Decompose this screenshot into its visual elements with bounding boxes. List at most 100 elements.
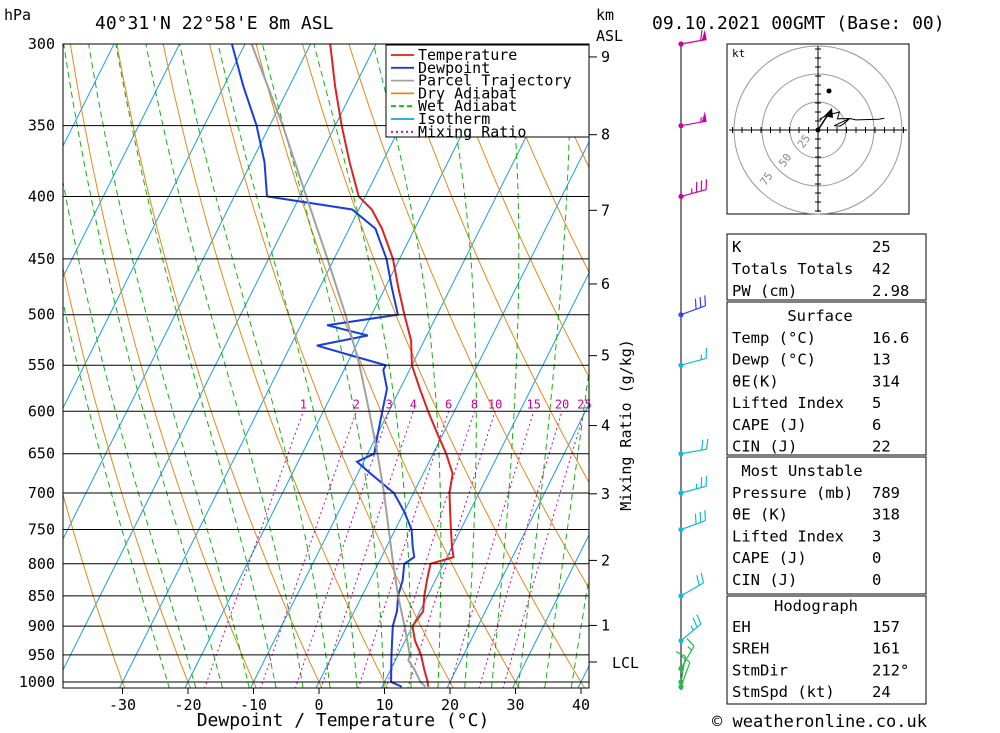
hodograph-params-box bbox=[726, 595, 927, 705]
pressure-tick-label: 700 bbox=[28, 484, 55, 502]
isotherm-line bbox=[380, 271, 589, 688]
wind-level-dot bbox=[678, 593, 684, 599]
legend-box bbox=[385, 44, 590, 138]
table-row-label: Pressure (mb) bbox=[732, 484, 853, 502]
table-row-value: 318 bbox=[872, 506, 900, 524]
pw-value: 2.98 bbox=[872, 282, 909, 300]
most-unstable-title: Most Unstable bbox=[741, 462, 862, 480]
most-unstable-box bbox=[726, 456, 927, 595]
isotherm-line bbox=[63, 44, 115, 148]
wind-barb bbox=[680, 448, 707, 455]
wind-barb bbox=[680, 582, 704, 597]
x-tick-label: 10 bbox=[375, 696, 393, 714]
mixing-ratio-label: 1 bbox=[300, 397, 307, 411]
mixing-ratio-label: 15 bbox=[527, 397, 541, 411]
index-tables: K 25 Totals Totals 42 PW (cm) 2.98 Surfa… bbox=[726, 233, 927, 705]
surface-title: Surface bbox=[787, 307, 852, 325]
wet-adiabat-line bbox=[261, 44, 385, 688]
totals-totals-value: 42 bbox=[872, 260, 891, 278]
mixing-ratio-labels: 1 2 3 4 6 8 10 15 20 25 bbox=[300, 397, 592, 411]
dry-adiabat-line bbox=[63, 492, 126, 688]
x-tick-label: 0 bbox=[314, 696, 323, 714]
legend-entry: Wet Adiabat bbox=[418, 97, 517, 115]
mixing-ratio-line bbox=[448, 411, 535, 688]
wind-barb-feather bbox=[700, 572, 705, 584]
wind-barb-pennant bbox=[701, 29, 707, 41]
isotherm-line bbox=[63, 44, 246, 410]
mixing-ratio-label: 20 bbox=[555, 397, 569, 411]
isotherm-line bbox=[63, 44, 312, 541]
table-row-value: 24 bbox=[872, 683, 891, 701]
x-tick-label: 30 bbox=[506, 696, 524, 714]
storm-motion-dot bbox=[826, 88, 832, 94]
wind-barb-feather bbox=[704, 295, 707, 306]
wind-barb bbox=[680, 485, 707, 494]
dry-adiabat-line bbox=[116, 44, 323, 688]
pressure-tick-label: 900 bbox=[28, 617, 55, 635]
isotherm-line bbox=[446, 402, 589, 688]
wind-barb-feather bbox=[701, 439, 704, 451]
mixing-ratio-line bbox=[478, 411, 563, 688]
dry-adiabat-line bbox=[982, 0, 1000, 708]
pressure-tick-label: 350 bbox=[28, 117, 55, 135]
table-row-value: 6 bbox=[872, 416, 881, 434]
table-row-value: 789 bbox=[872, 484, 900, 502]
profile-lines bbox=[230, 44, 455, 688]
wet-adiabat-line bbox=[63, 44, 223, 688]
mixing-ratio-label: 25 bbox=[577, 397, 591, 411]
isotherm-line bbox=[0, 0, 31, 692]
x-tick-label: -20 bbox=[174, 696, 201, 714]
mixing-ratio-label: 4 bbox=[410, 397, 417, 411]
table-row-label: CIN (J) bbox=[732, 438, 797, 456]
wind-barb bbox=[680, 357, 707, 366]
table-row-value: 212° bbox=[872, 661, 909, 679]
wind-barb-feather bbox=[704, 510, 707, 521]
wind-barb bbox=[680, 305, 706, 316]
table-row-label: Lifted Index bbox=[732, 527, 844, 545]
table-row-value: 0 bbox=[872, 571, 881, 589]
height-unit-km: km bbox=[596, 6, 614, 24]
height-tick-label: 6 bbox=[601, 275, 610, 293]
wet-adiabat-line bbox=[217, 44, 358, 688]
table-row-label: CAPE (J) bbox=[732, 549, 807, 567]
legend-entry: Dry Adiabat bbox=[418, 84, 517, 102]
pressure-tick-label: 1000 bbox=[19, 673, 55, 691]
x-tick-label: 40 bbox=[572, 696, 590, 714]
x-tick-label: -10 bbox=[240, 696, 267, 714]
mixing-ratio-label: 10 bbox=[488, 397, 502, 411]
pressure-tick-label: 850 bbox=[28, 587, 55, 605]
wind-barb-feather bbox=[675, 651, 686, 657]
table-row-value: 3 bbox=[872, 527, 881, 545]
pw-label: PW (cm) bbox=[732, 282, 797, 300]
wind-barb-feather bbox=[696, 575, 700, 586]
wind-barb-feather bbox=[694, 513, 697, 525]
temperature-line bbox=[329, 44, 455, 687]
pressure-tick-label: 650 bbox=[28, 445, 55, 463]
height-tick-label: 5 bbox=[601, 347, 610, 365]
height-tick-label: 7 bbox=[601, 201, 610, 219]
location-title: 40°31'N 22°58'E 8m ASL bbox=[95, 13, 334, 34]
dry-adiabat-line bbox=[938, 0, 1000, 708]
height-tick-label: 2 bbox=[601, 551, 610, 569]
wet-adiabat-line bbox=[88, 44, 250, 688]
table-row-value: 13 bbox=[872, 351, 891, 369]
table-row-value: 314 bbox=[872, 372, 900, 390]
dry-adiabat-line bbox=[69, 44, 257, 688]
credit-text: © weatheronline.co.uk bbox=[712, 712, 927, 732]
hodograph-ring-label: 25 bbox=[795, 132, 813, 150]
wet-adiabat-line bbox=[570, 574, 589, 688]
table-row-label: CAPE (J) bbox=[732, 416, 807, 434]
table-row-value: 22 bbox=[872, 438, 891, 456]
isotherm-line bbox=[315, 140, 589, 688]
legend-entry: Mixing Ratio bbox=[418, 123, 526, 141]
wind-level-dot bbox=[678, 665, 684, 672]
k-index-label: K bbox=[732, 238, 742, 256]
legend-entry: Parcel Trajectory bbox=[418, 72, 572, 90]
indices-box bbox=[726, 233, 927, 301]
mixing-ratio-axis-title: Mixing Ratio (g/kg) bbox=[617, 339, 635, 511]
pressure-tick-label: 750 bbox=[28, 521, 55, 539]
wind-barb-half-feather bbox=[687, 646, 692, 651]
